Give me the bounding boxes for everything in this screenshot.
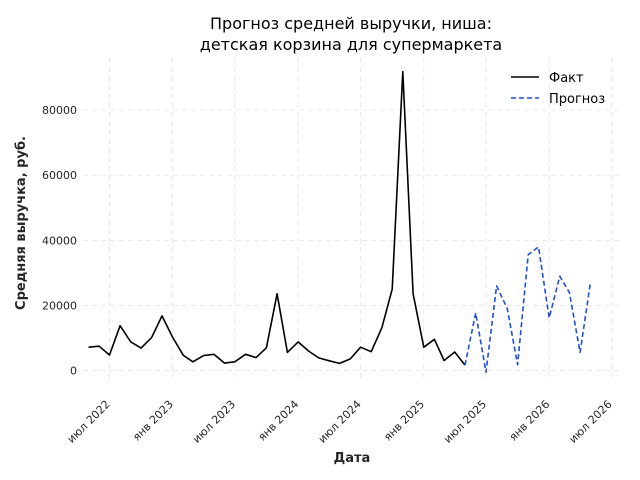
- y-tick-label: 40000: [42, 234, 77, 247]
- y-axis-ticks: 0 20000 40000 60000 80000: [42, 104, 77, 378]
- x-axis-label: Дата: [334, 451, 371, 466]
- series-lines: [88, 70, 592, 374]
- series-line-fact: [88, 70, 466, 366]
- x-tick-label: янв 2025: [381, 398, 427, 444]
- x-tick-label: янв 2023: [130, 398, 176, 444]
- x-tick-label: июл 2022: [65, 398, 113, 446]
- x-tick-label: июл 2024: [316, 398, 364, 446]
- y-tick-label: 80000: [42, 104, 77, 117]
- y-axis-label: Средняя выручка, руб.: [14, 136, 29, 310]
- x-tick-label: янв 2024: [256, 398, 302, 444]
- y-tick-label: 20000: [42, 299, 77, 312]
- legend: Факт Прогноз: [511, 71, 605, 107]
- chart-title-line-2: детская корзина для супермаркета: [200, 35, 502, 54]
- series-line-forecast: [464, 246, 592, 374]
- x-axis-ticks: июл 2022 янв 2023 июл 2023 янв 2024 июл 2024…: [65, 398, 615, 446]
- chart-title-line-1: Прогноз средней выручки, ниша:: [210, 14, 492, 33]
- x-tick-label: июл 2026: [567, 398, 615, 446]
- x-tick-label: июл 2023: [190, 398, 238, 446]
- x-tick-label: янв 2026: [507, 398, 553, 444]
- grid: [83, 58, 622, 382]
- y-tick-label: 0: [70, 365, 77, 378]
- legend-label-forecast: Прогноз: [549, 92, 605, 107]
- y-tick-label: 60000: [42, 169, 77, 182]
- legend-label-fact: Факт: [549, 71, 584, 86]
- x-tick-label: июл 2025: [441, 398, 489, 446]
